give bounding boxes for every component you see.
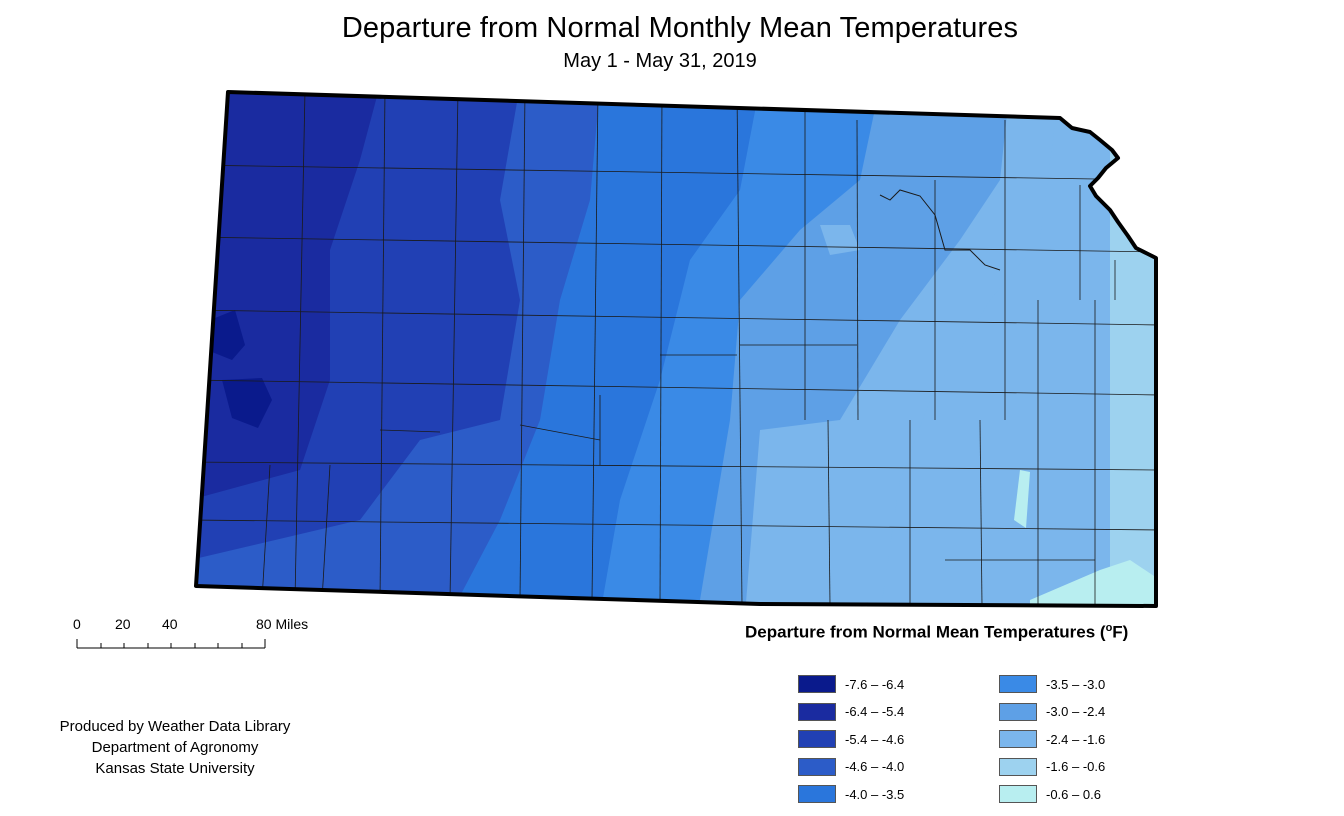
legend-label: -0.6 – 0.6 xyxy=(1046,786,1101,802)
zone-7-6-west xyxy=(210,310,245,360)
legend-label: -7.6 – -6.4 xyxy=(845,676,905,692)
legend-swatch xyxy=(999,785,1037,803)
legend-item: -5.4 – -4.6 xyxy=(798,729,904,749)
legend-item: -6.4 – -5.4 xyxy=(798,702,904,722)
county-lines xyxy=(196,92,1156,606)
legend-swatch xyxy=(999,757,1037,776)
legend-item: -7.6 – -6.4 xyxy=(798,674,904,694)
legend-item: -4.0 – -3.5 xyxy=(798,784,904,804)
zone-0-6-patch xyxy=(1014,470,1030,528)
legend-swatch xyxy=(798,785,836,803)
state-boundary xyxy=(194,90,1158,608)
legend: -7.6 – -6.4 -6.4 – -5.4 -5.4 – -4.6 -4.6 – … xyxy=(798,674,1218,814)
legend-swatch xyxy=(798,675,836,693)
scale-label-80: 80 Miles xyxy=(256,616,309,632)
legend-label: -4.6 – -4.0 xyxy=(845,759,905,774)
legend-item: -1.6 – -0.6 xyxy=(999,757,1105,777)
legend-swatch xyxy=(999,675,1037,693)
zone-7-6-southwest xyxy=(222,378,272,428)
legend-swatch xyxy=(798,757,836,776)
legend-title-text: Departure from Normal Mean Temperatures … xyxy=(745,622,1106,642)
credit-line-1: Produced by Weather Data Library xyxy=(59,718,291,735)
legend-swatch xyxy=(999,730,1037,748)
credit-line-2: Department of Agronomy xyxy=(91,739,259,756)
legend-label: -1.6 – -0.6 xyxy=(1046,759,1106,774)
legend-label: -2.4 – -1.6 xyxy=(1046,731,1106,747)
legend-label: -6.4 – -5.4 xyxy=(845,704,905,719)
legend-title: Departure from Normal Mean Temperatures … xyxy=(745,622,1128,643)
legend-label: -4.0 – -3.5 xyxy=(845,786,905,802)
legend-item: -3.5 – -3.0 xyxy=(999,674,1105,694)
legend-swatch xyxy=(798,730,836,748)
legend-swatch xyxy=(798,702,836,721)
legend-label: -5.4 – -4.6 xyxy=(845,731,905,747)
river-line xyxy=(879,189,1001,271)
credits: Produced by Weather Data Library Departm… xyxy=(30,716,320,779)
legend-swatch xyxy=(999,702,1037,721)
legend-item: -3.0 – -2.4 xyxy=(999,702,1105,722)
legend-item: -2.4 – -1.6 xyxy=(999,729,1105,749)
temperature-zones xyxy=(196,92,1156,606)
scale-bar: 0 20 40 80 Miles xyxy=(70,616,330,656)
scale-label-0: 0 xyxy=(73,616,81,632)
legend-item: -4.6 – -4.0 xyxy=(798,757,904,777)
scale-ruler xyxy=(76,639,266,649)
credit-line-3: Kansas State University xyxy=(95,760,255,777)
map-title: Departure from Normal Monthly Mean Tempe… xyxy=(341,12,1019,44)
map-subtitle: May 1 - May 31, 2019 xyxy=(563,50,757,72)
legend-title-unit: F) xyxy=(1112,622,1129,642)
scale-label-20: 20 xyxy=(115,616,131,632)
legend-item: -0.6 – 0.6 xyxy=(999,784,1101,804)
legend-title-degree: o xyxy=(1105,622,1113,634)
legend-label: -3.5 – -3.0 xyxy=(1046,676,1106,692)
scale-label-40: 40 xyxy=(162,616,178,632)
legend-label: -3.0 – -2.4 xyxy=(1046,704,1106,719)
